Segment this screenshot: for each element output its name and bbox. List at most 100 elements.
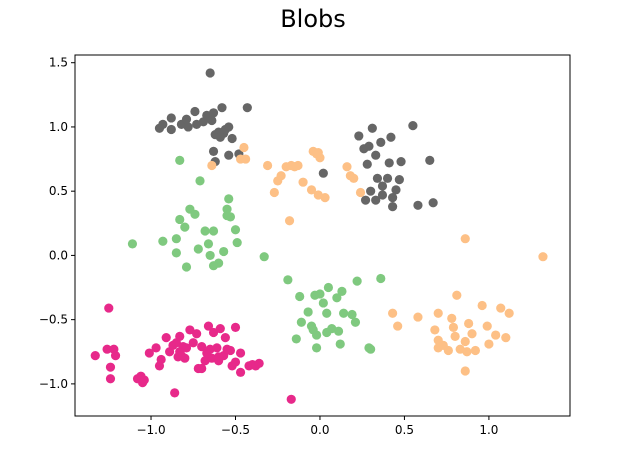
data-point (467, 329, 477, 339)
data-point (386, 132, 396, 142)
data-point (464, 318, 474, 329)
data-point (491, 330, 501, 340)
data-point (408, 121, 418, 131)
data-point (413, 200, 423, 210)
data-point (452, 290, 462, 300)
data-point (203, 321, 214, 331)
data-point (477, 300, 487, 311)
data-point (484, 339, 494, 349)
data-point (202, 348, 212, 358)
data-point (190, 106, 200, 117)
y-tick-label: 0.5 (49, 184, 68, 198)
data-point (460, 234, 470, 244)
data-point (195, 176, 205, 186)
data-point (388, 308, 398, 318)
data-point (448, 322, 459, 332)
data-point (212, 343, 222, 353)
data-point (298, 177, 308, 187)
data-point (181, 262, 192, 272)
data-point (308, 325, 318, 335)
data-point (311, 343, 322, 353)
data-point (207, 115, 217, 126)
data-point (350, 317, 361, 327)
data-point (276, 171, 286, 181)
data-point (166, 124, 176, 135)
data-point (362, 159, 372, 169)
data-point (224, 150, 234, 160)
data-point (181, 343, 192, 353)
data-point (90, 351, 100, 361)
x-tick-label: 1.0 (479, 423, 498, 437)
data-point (396, 157, 406, 167)
data-point (430, 325, 440, 335)
data-point (425, 155, 435, 165)
data-point (318, 168, 328, 178)
data-point (295, 291, 305, 302)
data-point (175, 214, 185, 225)
data-point (394, 175, 404, 185)
data-point (335, 339, 345, 349)
data-point (433, 343, 443, 353)
data-point (382, 173, 393, 183)
data-point (366, 344, 376, 354)
y-tick-label: 0.0 (49, 248, 68, 262)
data-point (183, 122, 193, 132)
data-point (193, 244, 203, 254)
data-point (349, 173, 359, 183)
data-point (333, 326, 344, 336)
data-point (450, 331, 460, 341)
data-point (208, 226, 219, 236)
y-tick-label: 1.0 (49, 120, 68, 134)
data-point (376, 137, 386, 147)
data-point (235, 348, 246, 358)
data-point (220, 333, 230, 343)
data-point (144, 348, 154, 358)
data-point (460, 366, 470, 376)
data-point (384, 158, 394, 168)
data-point (205, 68, 215, 78)
data-point (352, 276, 362, 286)
data-point (139, 375, 149, 385)
data-point (203, 239, 214, 249)
data-point (371, 195, 381, 205)
data-point (110, 351, 121, 361)
data-point (364, 141, 374, 151)
data-point (197, 342, 207, 352)
data-points (90, 68, 548, 404)
data-point (224, 122, 234, 132)
data-point (293, 160, 303, 171)
data-point (332, 293, 342, 303)
data-point (219, 246, 229, 257)
data-point (538, 252, 548, 262)
data-point (269, 187, 279, 198)
data-point (230, 322, 241, 332)
data-point (366, 186, 376, 196)
data-point (354, 131, 364, 141)
data-point (318, 298, 328, 308)
chart-title: Blobs (280, 5, 346, 33)
data-point (262, 160, 273, 171)
data-point (230, 225, 241, 235)
data-point (215, 324, 225, 334)
data-point (214, 352, 224, 362)
x-axis: −1.0 −0.5 0.0 0.5 1.0 (136, 416, 498, 437)
data-point (496, 303, 506, 313)
data-point (222, 204, 232, 214)
data-point (176, 351, 187, 361)
data-point (104, 303, 114, 313)
data-point (242, 103, 252, 113)
data-point (105, 362, 116, 372)
data-point (166, 113, 176, 123)
data-point (175, 331, 185, 341)
data-point (151, 343, 161, 353)
data-point (158, 119, 168, 129)
data-point (306, 185, 317, 195)
y-tick-label: 1.5 (49, 56, 68, 70)
data-point (170, 388, 180, 398)
data-point (102, 344, 112, 354)
data-point (291, 334, 301, 344)
data-point (388, 201, 398, 212)
y-tick-label: −0.5 (39, 313, 68, 327)
data-point (286, 394, 296, 404)
data-point (259, 252, 269, 262)
